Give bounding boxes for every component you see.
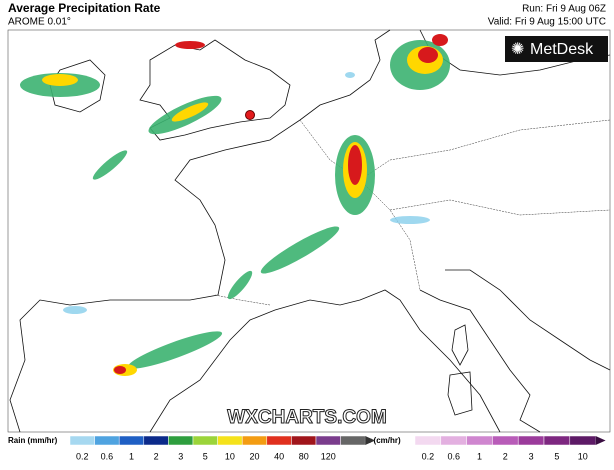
rain-swatch	[315, 435, 341, 446]
rain-tick-label: 5	[203, 451, 208, 461]
rain-tick-label: 40	[274, 451, 284, 461]
rain-tick-label: 120	[321, 451, 336, 461]
rain-legend-label: Rain (mm/hr)	[8, 436, 58, 445]
coastline-corsica	[451, 324, 469, 366]
snow-tick-label: 3	[529, 451, 534, 461]
snow-tick-label: 1	[477, 451, 482, 461]
snow-swatch	[569, 435, 596, 446]
snow-swatch	[440, 435, 467, 446]
logo: MetDesk	[530, 41, 594, 58]
rain-tick-label: 20	[249, 451, 259, 461]
snow-tick-label: 2	[503, 451, 508, 461]
coastline-adriatic	[445, 269, 611, 371]
rain-tick-label: 2	[154, 451, 159, 461]
snow-arrow	[595, 436, 606, 445]
rain-tick-label: 10	[225, 451, 235, 461]
coastline-mediterranean	[149, 289, 501, 433]
rain-swatch	[168, 435, 194, 446]
rain-tick-label: 1	[129, 451, 134, 461]
rain-swatch	[143, 435, 169, 446]
rain-swatch	[118, 435, 145, 446]
rain-swatch	[241, 435, 268, 446]
precipitation	[20, 34, 450, 376]
snow-swatch	[414, 435, 442, 446]
snow-legend-label: Snow (cm/hr)	[350, 436, 401, 445]
rain-swatch	[69, 435, 95, 446]
rain-tick-label: 0.2	[76, 451, 89, 461]
map-frame	[7, 29, 611, 433]
logo-box	[505, 36, 608, 62]
snow-tick-label: 0.2	[422, 451, 435, 461]
coastline-italy	[419, 289, 541, 433]
rain-tick-label: 0.6	[101, 451, 114, 461]
snow-tick-label: 5	[554, 451, 559, 461]
legend: Rain (mm/hr) Snow (cm/hr) 0.2 0.6 1 2 3 5 10 20…	[8, 435, 606, 461]
rain-swatch	[340, 435, 366, 446]
map: MetDesk ✺ WXCHARTS.COM	[7, 29, 611, 433]
rain-swatch	[291, 435, 317, 446]
run-time: Run: Fri 9 Aug 06Z	[522, 4, 606, 15]
title: Average Precipitation Rate	[8, 1, 161, 15]
subtitle: AROME 0.01°	[8, 17, 71, 28]
snow-swatch	[492, 435, 519, 446]
watermark: WXCHARTS.COM	[227, 407, 386, 428]
rain-swatch	[217, 435, 243, 446]
coastline-sardinia	[447, 371, 473, 416]
snow-tick-label: 0.6	[447, 451, 460, 461]
rain-swatch	[192, 435, 218, 446]
rain-tick-label: 80	[299, 451, 309, 461]
rain-tick-label: 3	[178, 451, 183, 461]
snow-swatch	[543, 435, 571, 446]
valid-time: Valid: Fri 9 Aug 15:00 UTC	[488, 17, 606, 28]
rain-swatch	[266, 435, 292, 446]
logo-icon: ✺	[511, 41, 524, 58]
coastline-britain	[139, 39, 291, 141]
snow-swatch	[517, 435, 545, 446]
snow-swatch	[466, 435, 493, 446]
country-borders	[214, 119, 611, 306]
rain-swatch	[94, 435, 120, 446]
rain-arrow	[365, 436, 376, 445]
coastline-france-spain	[9, 119, 301, 433]
snow-tick-label: 10	[578, 451, 588, 461]
location-marker	[245, 110, 255, 120]
